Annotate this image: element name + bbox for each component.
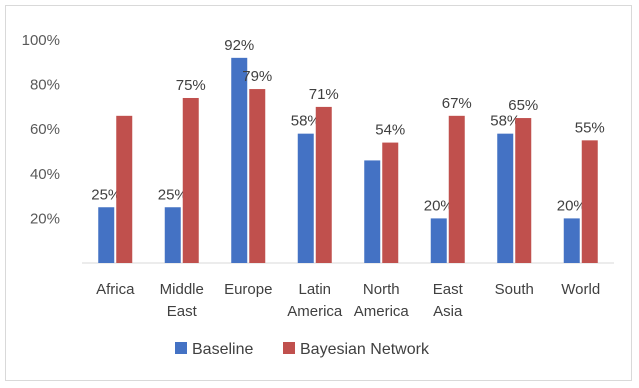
data-label: 55% [575,119,605,136]
baseline-bar [98,207,115,263]
x-tick-label: Middle [160,281,204,298]
data-label: 92% [224,37,254,54]
x-tick-label: Asia [433,303,463,320]
data-label: 58% [490,113,520,130]
y-tick-label: 20% [30,210,60,227]
baseline-bar [231,57,248,264]
data-label: 54% [375,122,405,139]
x-tick-label: East [167,303,198,320]
baseline-bar [497,133,514,263]
bayesian-network-bar [116,115,133,263]
x-tick-label: Latin [298,281,331,298]
x-tick-label: South [495,281,534,298]
bayesian-network-bar [249,89,266,263]
data-label: 65% [508,97,538,114]
x-tick-label: America [354,303,410,320]
bayesian-network-bar [382,142,399,263]
y-tick-label: 100% [22,32,60,49]
x-tick-label: World [561,281,600,298]
baseline-bar [364,160,381,263]
bayesian-network-bar [448,115,465,263]
data-label: 20% [557,197,587,214]
legend-label: Baseline [192,341,253,358]
legend-swatch [283,342,295,354]
bayesian-network-bar [515,118,532,263]
bayesian-network-bar [581,140,598,263]
x-tick-label: East [433,281,464,298]
data-label: 79% [242,68,272,85]
data-label: 20% [424,197,454,214]
legend-swatch [175,342,187,354]
legend-label: Bayesian Network [300,341,430,358]
data-label: 75% [176,77,206,94]
x-tick-label: America [287,303,343,320]
baseline-bar [563,218,580,263]
bayesian-network-bar [315,106,332,264]
data-label: 67% [442,95,472,112]
x-tick-label: Europe [224,281,272,298]
y-tick-label: 80% [30,77,60,94]
data-label: 25% [91,186,121,203]
data-label: 58% [291,113,321,130]
baseline-bar [297,133,314,263]
baseline-bar [164,207,181,263]
y-tick-label: 40% [30,166,60,183]
x-tick-label: Africa [96,281,135,298]
bayesian-network-bar [182,97,199,263]
y-tick-label: 60% [30,121,60,138]
data-label: 71% [309,86,339,103]
baseline-bar [430,218,447,263]
x-tick-label: North [363,281,400,298]
data-label: 25% [158,186,188,203]
